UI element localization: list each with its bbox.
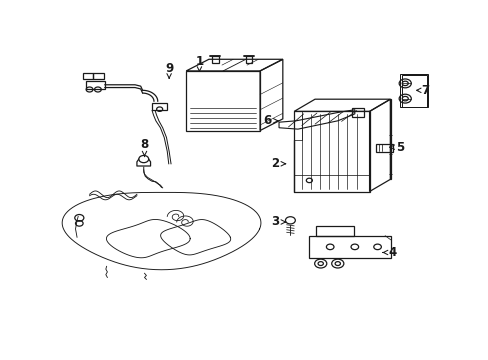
Bar: [83, 73, 92, 79]
Text: 2: 2: [271, 157, 285, 170]
Bar: [93, 73, 104, 79]
Bar: [401, 75, 426, 107]
Bar: [152, 103, 167, 110]
Text: 6: 6: [263, 114, 277, 127]
Bar: [400, 74, 427, 107]
Bar: [85, 81, 104, 89]
Text: 9: 9: [164, 62, 173, 78]
Text: 3: 3: [271, 216, 285, 229]
Text: 8: 8: [140, 138, 148, 157]
Bar: [375, 144, 392, 152]
Text: 1: 1: [195, 55, 203, 71]
Text: 4: 4: [382, 246, 396, 259]
Text: 5: 5: [389, 141, 404, 154]
Text: 7: 7: [416, 84, 428, 97]
